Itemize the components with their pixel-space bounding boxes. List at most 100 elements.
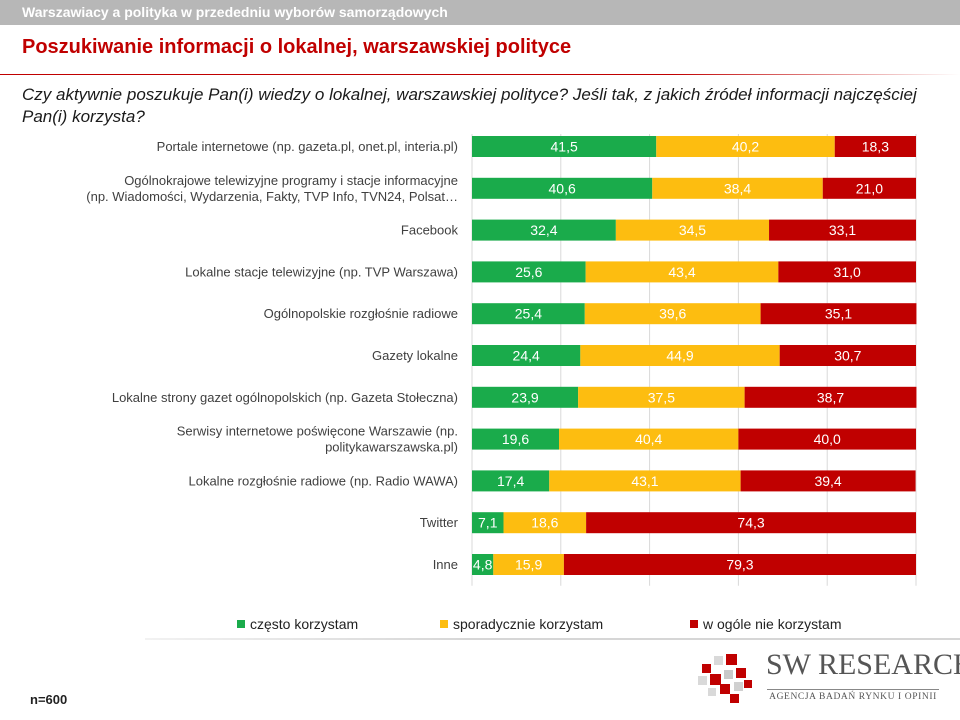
data-label-3-2: 31,0 — [834, 264, 861, 280]
page-title: Poszukiwanie informacji o lokalnej, wars… — [22, 36, 572, 58]
footer-divider — [145, 638, 960, 640]
category-label-0: Portale internetowe (np. gazeta.pl, onet… — [157, 139, 458, 154]
legend-label-1: sporadycznie korzystam — [453, 616, 604, 632]
bar-segment-2-2 — [769, 219, 916, 241]
legend-swatch-1 — [440, 620, 448, 629]
bar-row-4: Ogólnopolskie rozgłośnie radiowe 25,4 39,6… — [264, 303, 917, 325]
bar-segment-9-1 — [503, 512, 587, 534]
data-label-7-2: 40,0 — [814, 431, 841, 447]
logo-tagline: AGENCJA BADAŃ RYNKU I OPINII — [767, 689, 939, 702]
bar-segment-6-2 — [744, 386, 917, 408]
bar-segment-10-1 — [493, 554, 564, 575]
bar-row-5: Gazety lokalne 24,4 44,9 30,7 — [372, 345, 916, 366]
chart-legend: często korzystam sporadycznie korzystam … — [0, 612, 960, 636]
bar-segment-6-1 — [578, 386, 745, 408]
bar-segment-2-1 — [615, 219, 770, 241]
bar-segment-6-0 — [472, 386, 579, 408]
category-label-5: Gazety lokalne — [372, 348, 458, 363]
category-label-4: Ogólnopolskie rozgłośnie radiowe — [264, 306, 458, 321]
legend-label-2: w ogóle nie korzystam — [703, 616, 842, 632]
data-label-5-1: 44,9 — [666, 348, 693, 364]
bar-segment-7-2 — [738, 428, 916, 450]
legend-swatch-0 — [237, 620, 245, 629]
data-label-3-0: 25,6 — [515, 264, 542, 280]
bar-segment-7-1 — [559, 428, 739, 450]
data-label-1-1: 38,4 — [724, 180, 751, 196]
bar-segment-8-1 — [549, 470, 741, 492]
data-label-1-0: 40,6 — [549, 180, 576, 196]
data-label-2-1: 34,5 — [679, 222, 706, 238]
bar-row-6: Lokalne strony gazet ogólnopolskich (np.… — [112, 386, 917, 408]
data-label-9-2: 74,3 — [737, 515, 764, 531]
data-label-8-0: 17,4 — [497, 473, 524, 489]
sw-research-logo: SW RESEARCH AGENCJA BADAŃ RYNKU I OPINII — [694, 648, 960, 706]
logo-mark-icon — [698, 654, 752, 703]
data-label-5-2: 30,7 — [834, 348, 861, 364]
bar-segment-5-2 — [779, 345, 916, 366]
data-label-7-0: 19,6 — [502, 431, 529, 447]
data-label-10-1: 15,9 — [515, 557, 542, 573]
legend-item-1: sporadycznie korzystam — [440, 616, 603, 632]
data-label-5-0: 24,4 — [513, 348, 540, 364]
survey-question: Czy aktywnie poszukuje Pan(i) wiedzy o l… — [22, 85, 917, 126]
title-divider — [0, 74, 960, 75]
bar-segment-10-2 — [563, 554, 916, 575]
bar-row-8: Lokalne rozgłośnie radiowe (np. Radio WA… — [188, 470, 916, 492]
data-label-0-2: 18,3 — [862, 139, 889, 155]
data-label-4-2: 35,1 — [825, 306, 852, 322]
category-label-6: Lokalne strony gazet ogólnopolskich (np.… — [112, 390, 458, 405]
data-label-8-1: 43,1 — [631, 473, 658, 489]
bar-segment-8-2 — [740, 470, 916, 492]
bar-segment-7-0 — [472, 428, 560, 450]
legend-swatch-2 — [690, 620, 698, 629]
legend-item-2: w ogóle nie korzystam — [690, 616, 842, 632]
bar-row-7: Serwisy internetowe poświęcone Warszawie… — [177, 424, 916, 455]
logo-name: SW RESEARCH — [766, 648, 960, 681]
bar-segment-1-1 — [652, 177, 823, 199]
category-label-9: Twitter — [420, 515, 459, 530]
legend-label-0: często korzystam — [250, 616, 359, 632]
data-label-10-2: 79,3 — [726, 557, 753, 573]
category-label-1: Ogólnokrajowe telewizyjne programy i sta… — [86, 173, 458, 204]
data-label-3-1: 43,4 — [668, 264, 695, 280]
bar-segment-9-2 — [586, 512, 916, 534]
bar-segment-2-0 — [472, 219, 616, 241]
data-label-6-0: 23,9 — [511, 389, 538, 405]
data-label-7-1: 40,4 — [635, 431, 662, 447]
bar-segment-5-0 — [472, 345, 581, 366]
bar-row-10: Inne 4,8 15,9 79,3 — [433, 554, 916, 575]
data-label-6-1: 37,5 — [648, 389, 675, 405]
data-label-4-0: 25,4 — [515, 306, 542, 322]
bar-row-9: Twitter 7,1 18,6 74,3 — [420, 512, 916, 534]
bar-segment-3-0 — [472, 261, 586, 283]
data-label-0-1: 40,2 — [732, 139, 759, 155]
bar-segment-4-0 — [472, 303, 585, 325]
bar-segment-1-0 — [472, 177, 653, 199]
bar-segment-9-0 — [472, 512, 504, 534]
data-label-8-2: 39,4 — [814, 473, 841, 489]
data-label-4-1: 39,6 — [659, 306, 686, 322]
bar-segment-5-1 — [580, 345, 780, 366]
bar-segment-4-2 — [760, 303, 917, 325]
bar-segment-10-0 — [472, 554, 494, 575]
data-label-9-1: 18,6 — [531, 515, 558, 531]
bar-segment-0-1 — [656, 136, 835, 157]
data-label-2-2: 33,1 — [829, 222, 856, 238]
category-label-8: Lokalne rozgłośnie radiowe (np. Radio WA… — [188, 473, 458, 488]
report-title: Warszawiacy a polityka w przededniu wybo… — [22, 4, 448, 20]
bar-segment-0-0 — [472, 136, 657, 157]
legend-item-0: często korzystam — [237, 616, 358, 632]
category-label-10: Inne — [433, 557, 458, 572]
bar-segment-4-1 — [584, 303, 761, 325]
bar-segment-3-1 — [585, 261, 779, 283]
sample-size: n=600 — [30, 692, 68, 707]
bar-row-1: Ogólnokrajowe telewizyjne programy i sta… — [86, 173, 916, 204]
bar-segment-3-2 — [778, 261, 916, 283]
bar-segment-0-2 — [834, 136, 916, 157]
data-label-10-0: 4,8 — [473, 557, 493, 573]
category-label-3: Lokalne stacje telewizyjne (np. TVP Wars… — [185, 264, 458, 279]
bar-row-3: Lokalne stacje telewizyjne (np. TVP Wars… — [185, 261, 916, 283]
category-label-7: Serwisy internetowe poświęcone Warszawie… — [177, 424, 458, 455]
top-bar: Warszawiacy a polityka w przededniu wybo… — [0, 0, 960, 25]
stacked-bar-chart: Portale internetowe (np. gazeta.pl, onet… — [86, 134, 917, 586]
